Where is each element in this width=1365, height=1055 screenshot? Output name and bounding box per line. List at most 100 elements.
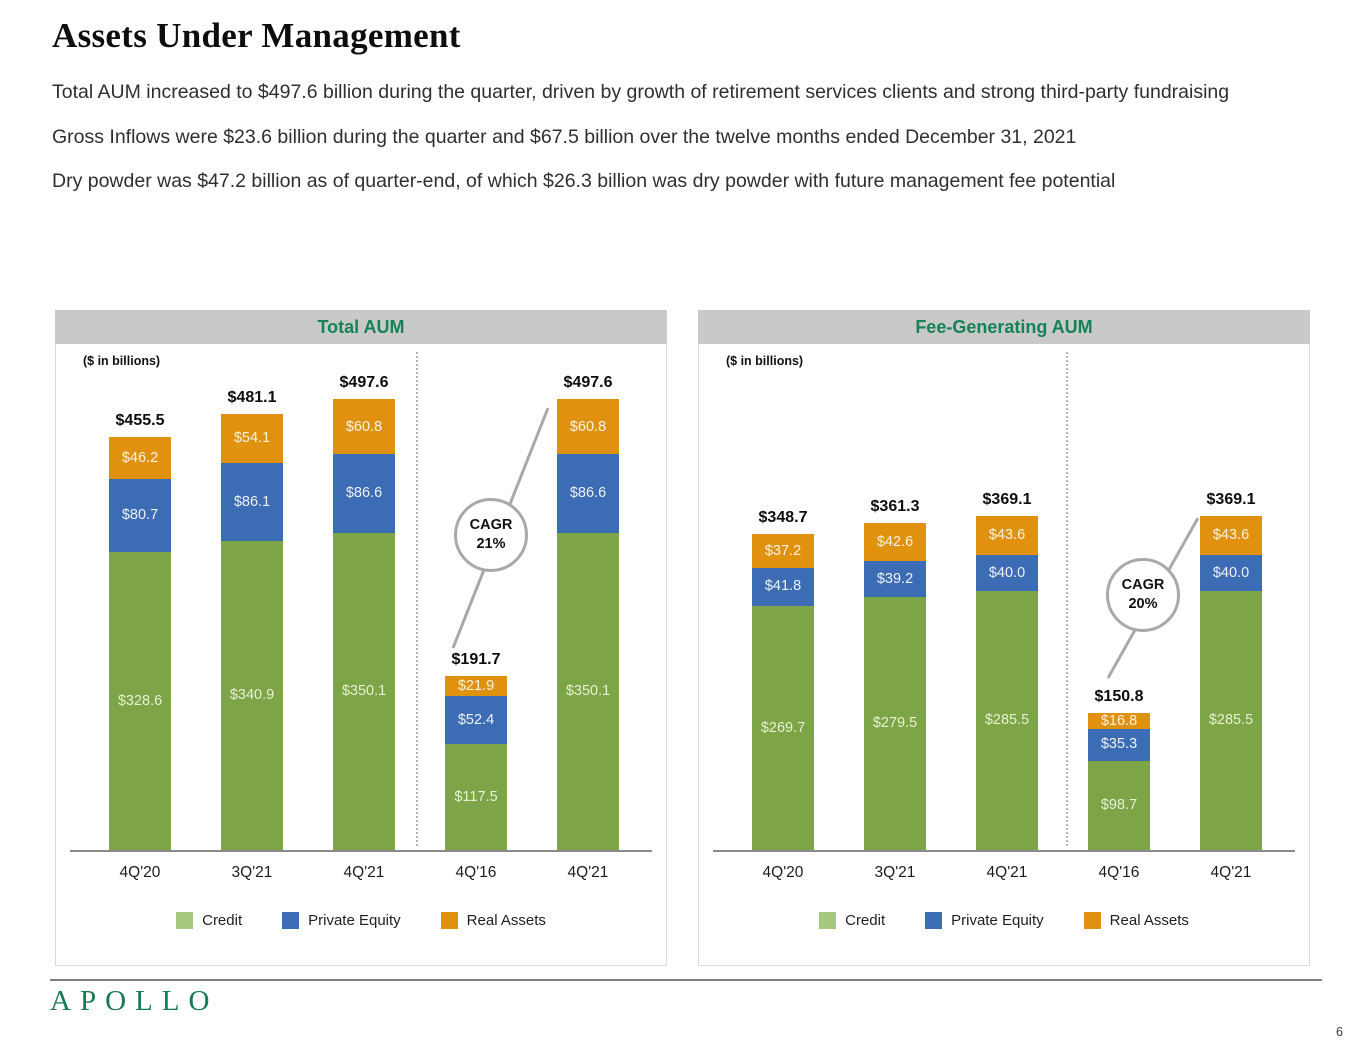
legend-item-real-assets: Real Assets (440, 912, 546, 929)
x-axis-label: 4Q'21 (567, 864, 609, 881)
segment-credit: $279.5 (864, 596, 926, 850)
segment-value-label: $39.2 (876, 570, 914, 587)
x-axis-label: 4Q'20 (119, 864, 161, 881)
segment-value-label: $350.1 (341, 683, 387, 700)
summary-paragraph-dry-powder: Dry powder was $47.2 billion as of quart… (52, 170, 1116, 192)
legend-label: Credit (845, 912, 886, 929)
legend-swatch (819, 912, 837, 929)
segment-value-label: $86.1 (233, 493, 271, 510)
segment-real-assets: $16.8 (1088, 713, 1150, 729)
segment-value-label: $340.9 (229, 687, 275, 704)
segment-value-label: $40.0 (988, 564, 1026, 581)
segment-credit: $285.5 (976, 591, 1038, 850)
x-axis-label: 4Q'21 (343, 864, 385, 881)
segment-value-label: $285.5 (984, 712, 1030, 729)
plot-area: $37.2 $41.8 $269.7 $348.7 $42.6 $39.2 $279.5 $3… (699, 344, 1309, 852)
chart-body: ($ in billions) $46.2 $80.7 $328.6 $455.5 $5… (55, 344, 667, 966)
legend: Credit Private Equity Real Assets (56, 912, 666, 929)
bar-fee-aum-4: $16.8 $35.3 $98.7 $150.8 (1088, 688, 1150, 850)
bar-total-label: $369.1 (982, 490, 1032, 508)
segment-real-assets: $60.8 (557, 399, 619, 455)
segment-value-label: $37.2 (764, 542, 802, 559)
segment-real-assets: $21.9 (445, 676, 507, 697)
x-axis-label: 3Q'21 (231, 864, 273, 881)
bar-total-aum-2: $54.1 $86.1 $340.9 $481.1 (221, 389, 283, 850)
segment-value-label: $54.1 (233, 430, 271, 447)
segment-credit: $98.7 (1088, 760, 1150, 850)
segment-credit: $117.5 (445, 743, 507, 850)
bar-total-aum-5: $60.8 $86.6 $350.1 $497.6 (557, 374, 619, 850)
segment-value-label: $35.3 (1100, 736, 1138, 753)
segment-credit: $328.6 (109, 552, 171, 850)
segment-value-label: $40.0 (1212, 564, 1250, 581)
segment-value-label: $269.7 (760, 719, 806, 736)
legend-swatch (440, 912, 458, 929)
segment-credit: $350.1 (333, 532, 395, 850)
segment-value-label: $43.6 (1212, 527, 1250, 544)
segment-value-label: $16.8 (1100, 713, 1138, 729)
segment-value-label: $279.5 (872, 715, 918, 732)
segment-value-label: $86.6 (569, 485, 607, 502)
bar-fee-aum-5: $43.6 $40.0 $285.5 $369.1 (1200, 491, 1262, 850)
segment-real-assets: $43.6 (1200, 515, 1262, 556)
segment-real-assets: $46.2 (109, 437, 171, 480)
segment-value-label: $60.8 (345, 418, 383, 435)
segment-value-label: $285.5 (1208, 712, 1254, 729)
bar-total-label: $369.1 (1206, 490, 1256, 508)
units-label: ($ in billions) (726, 354, 804, 368)
segment-value-label: $43.6 (988, 527, 1026, 544)
chart-title-fee-generating-aum: Fee-Generating AUM (698, 310, 1310, 344)
bar-total-label: $481.1 (227, 389, 277, 407)
segment-private-equity: $39.2 (864, 561, 926, 597)
legend-item-private-equity: Private Equity (925, 912, 1044, 929)
segment-private-equity: $86.6 (333, 454, 395, 533)
segment-value-label: $86.6 (345, 485, 383, 502)
legend-item-credit: Credit (819, 912, 885, 929)
segment-credit: $269.7 (752, 605, 814, 850)
legend-label: Private Equity (951, 912, 1044, 929)
cagr-value: 20% (1128, 596, 1158, 612)
bar-total-label: $348.7 (758, 509, 808, 527)
summary-text: Total AUM increased to $497.6 billion du… (52, 78, 1302, 212)
bar-total-label: $361.3 (870, 497, 920, 515)
legend-swatch (1083, 912, 1101, 929)
segment-real-assets: $43.6 (976, 515, 1038, 556)
plot-area: $46.2 $80.7 $328.6 $455.5 $54.1 $86.1 $340.9 $4… (56, 344, 666, 852)
legend-label: Real Assets (1109, 912, 1189, 929)
segment-real-assets: $42.6 (864, 522, 926, 562)
segment-value-label: $52.4 (457, 711, 495, 728)
segment-private-equity: $41.8 (752, 567, 814, 606)
period-divider-dotted-line (1066, 352, 1068, 846)
bar-total-label: $191.7 (451, 651, 501, 669)
period-divider-dotted-line (416, 352, 418, 846)
segment-private-equity: $40.0 (1200, 555, 1262, 592)
page-number: 6 (1336, 1025, 1343, 1039)
segment-private-equity: $86.6 (557, 454, 619, 533)
chart-title-total-aum: Total AUM (55, 310, 667, 344)
legend-item-credit: Credit (176, 912, 242, 929)
segment-private-equity: $35.3 (1088, 728, 1150, 761)
legend-label: Real Assets (466, 912, 546, 929)
bar-total-label: $497.6 (339, 374, 389, 392)
bar-fee-aum-1: $37.2 $41.8 $269.7 $348.7 (752, 509, 814, 850)
legend-label: Private Equity (308, 912, 401, 929)
bar-total-label: $150.8 (1094, 688, 1144, 706)
segment-value-label: $41.8 (764, 578, 802, 595)
bar-total-aum-4: $21.9 $52.4 $117.5 $191.7 (445, 651, 507, 850)
summary-paragraph-gross-inflows: Gross Inflows were $23.6 billion during … (52, 125, 1077, 148)
segment-value-label: $117.5 (454, 788, 498, 805)
x-axis-label: 4Q'20 (762, 864, 804, 881)
x-axis-line (713, 850, 1295, 852)
segment-value-label: $60.8 (569, 418, 607, 435)
segment-value-label: $21.9 (457, 677, 495, 694)
bar-total-label: $497.6 (563, 374, 613, 392)
chart-panel-fee-generating-aum: Fee-Generating AUM ($ in billions) $37.2… (698, 310, 1310, 966)
x-axis-line (70, 850, 652, 852)
summary-paragraph-total-aum: Total AUM increased to $497.6 billion du… (52, 81, 1230, 103)
bar-total-aum-1: $46.2 $80.7 $328.6 $455.5 (109, 412, 171, 850)
segment-value-label: $350.1 (565, 683, 611, 700)
footer-divider-line (50, 979, 1322, 981)
legend-item-private-equity: Private Equity (282, 912, 401, 929)
bar-total-label: $455.5 (115, 412, 165, 430)
segment-value-label: $46.2 (121, 450, 159, 466)
